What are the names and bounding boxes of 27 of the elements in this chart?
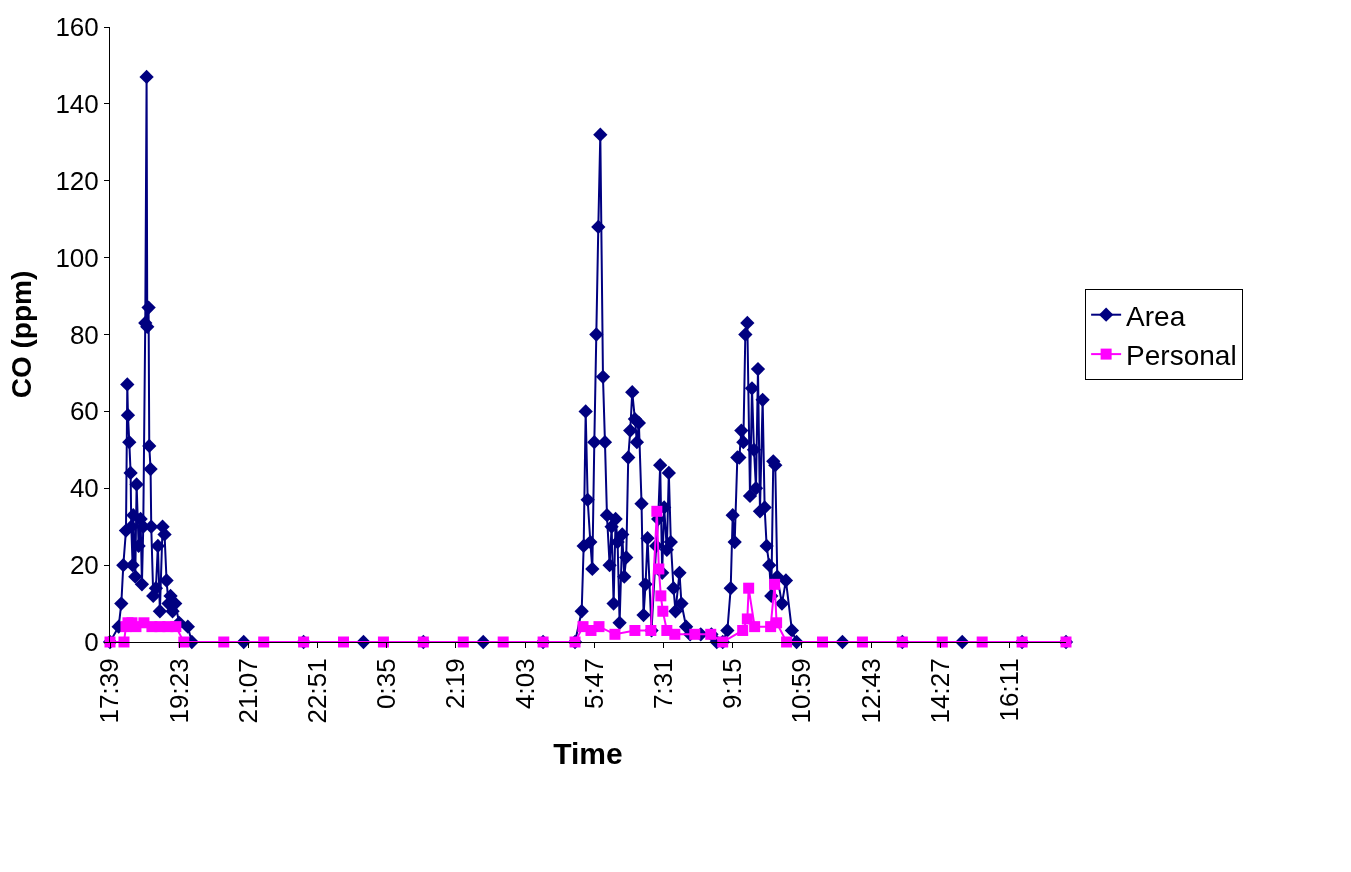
legend-label: Area (1126, 300, 1186, 332)
legend-label: Personal (1126, 340, 1237, 372)
y-tick-label: 140 (55, 88, 99, 119)
x-tick-label: 0:35 (371, 658, 402, 710)
x-tick-label: 17:39 (94, 658, 125, 724)
x-axis-title: Time (553, 736, 623, 770)
x-tick-label: 2:19 (440, 658, 471, 710)
y-tick-label: 120 (55, 165, 99, 196)
y-tick-label: 80 (69, 319, 99, 350)
x-tick-label: 5:47 (578, 658, 609, 710)
y-tick-label: 0 (84, 627, 99, 658)
y-tick-label: 40 (69, 473, 99, 504)
x-tick-label: 21:07 (232, 658, 263, 724)
y-tick-label: 60 (69, 396, 99, 427)
y-axis-title: CO (ppm) (6, 270, 38, 399)
y-tick-label: 100 (55, 242, 99, 273)
x-tick-label: 16:11 (993, 658, 1024, 722)
x-tick-label: 14:27 (924, 658, 955, 724)
x-tick-label: 10:59 (786, 658, 817, 724)
x-tick-label: 19:23 (163, 658, 194, 724)
x-tick-label: 4:03 (509, 658, 540, 710)
y-tick-label: 160 (55, 12, 99, 43)
x-tick-label: 12:43 (855, 658, 886, 724)
x-tick-label: 7:31 (647, 658, 678, 710)
x-tick-label: 22:51 (302, 658, 333, 724)
x-tick-label: 9:15 (717, 658, 748, 710)
y-tick-label: 20 (69, 550, 99, 581)
